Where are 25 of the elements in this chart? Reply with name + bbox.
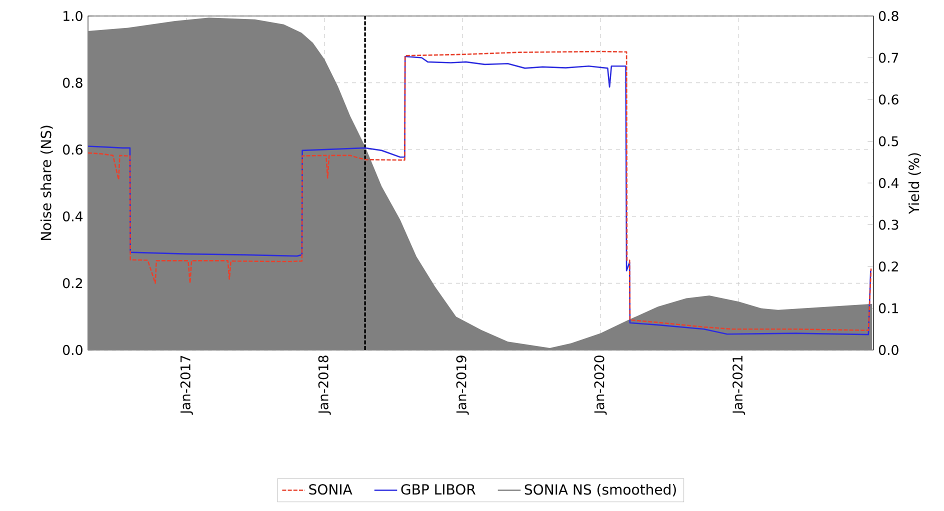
y2-tick-label: 0.7 [878, 52, 898, 63]
y-tick-label: 0.2 [62, 278, 82, 288]
y2-axis-title: Yield (%) [908, 153, 921, 214]
x-tick-label: Jan-2017 [180, 356, 193, 415]
y-tick-label: 0.4 [62, 212, 83, 222]
y2-tick-label: 0.1 [878, 303, 898, 314]
y-axis-title: Noise share (NS) [40, 126, 53, 240]
legend-label: GBP LIBOR [401, 484, 476, 495]
y2-tick-label: 0.6 [878, 94, 898, 105]
legend-label: SONIA NS (smoothed) [524, 484, 676, 497]
x-tick-label: Jan-2018 [318, 356, 331, 415]
y2-tick-label: 0.3 [878, 220, 898, 230]
y2-tick-label: 0.0 [878, 345, 898, 356]
legend-label: SONIA [309, 484, 352, 495]
y2-tick-label: 0.8 [878, 11, 898, 22]
y-tick-label: 0.8 [62, 78, 82, 88]
x-tick-label: Jan-2021 [732, 356, 746, 415]
y-tick-label: 1.0 [64, 11, 82, 22]
x-tick-label: Jan-2020 [594, 356, 607, 415]
y2-tick-label: 0.4 [878, 178, 899, 188]
y-tick-label: 0.0 [62, 345, 82, 356]
y-tick-label: 0.6 [62, 144, 82, 155]
y2-tick-label: 0.5 [878, 136, 898, 146]
y2-tick-label: 0.2 [878, 262, 898, 272]
x-tick-label: Jan-2019 [456, 356, 469, 415]
